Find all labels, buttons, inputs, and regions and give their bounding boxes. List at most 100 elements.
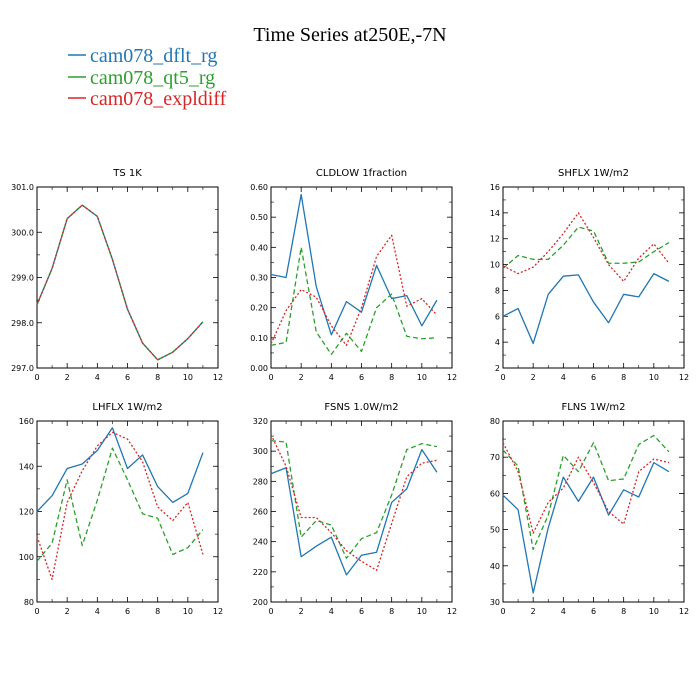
plot-frame — [36, 186, 219, 369]
x-tick-label: 12 — [447, 607, 457, 616]
legend-item: cam078_dflt_rg — [68, 45, 217, 67]
y-tick-label: 160 — [19, 417, 34, 426]
legend-label: cam078_expldiff — [90, 88, 227, 110]
x-tick-label: 12 — [679, 373, 689, 382]
x-tick-label: 8 — [389, 373, 394, 382]
x-tick-label: 6 — [359, 373, 364, 382]
x-tick-label: 6 — [359, 607, 364, 616]
y-tick-label: 240 — [253, 538, 268, 547]
y-tick-label: 299.0 — [11, 274, 34, 283]
panel-title: TS 1K — [112, 168, 142, 179]
y-tick-label: 0.00 — [250, 364, 268, 373]
series-line-cam078_expldiff — [502, 212, 670, 283]
plot-frame — [502, 186, 685, 369]
x-tick-label: 6 — [125, 607, 130, 616]
panel-title: LHFLX 1W/m2 — [92, 402, 162, 413]
x-tick-label: 0 — [268, 607, 273, 616]
y-tick-label: 2 — [495, 364, 500, 373]
panel-title: FSNS 1.0W/m2 — [324, 402, 398, 413]
y-tick-label: 0.50 — [250, 213, 268, 222]
y-tick-label: 60 — [490, 489, 500, 498]
series-line-cam078_expldiff — [502, 442, 670, 534]
series-line-cam078_expldiff — [270, 234, 438, 347]
panel-title: FLNS 1W/m2 — [561, 402, 625, 413]
legend: cam078_dflt_rg cam078_qt5_rg cam078_expl… — [68, 45, 227, 110]
x-tick-label: 12 — [447, 373, 457, 382]
x-tick-label: 12 — [213, 607, 223, 616]
y-tick-label: 280 — [253, 477, 268, 486]
x-tick-label: 0 — [500, 373, 505, 382]
series-line-cam078_expldiff — [270, 434, 438, 571]
x-tick-label: 4 — [329, 607, 334, 616]
plot-frame — [270, 420, 453, 603]
y-tick-label: 140 — [19, 462, 34, 471]
x-tick-label: 10 — [183, 373, 193, 382]
y-tick-label: 4 — [495, 338, 500, 347]
x-tick-label: 12 — [679, 607, 689, 616]
x-tick-label: 10 — [417, 607, 427, 616]
x-tick-label: 6 — [125, 373, 130, 382]
y-tick-label: 0.30 — [250, 274, 268, 283]
x-tick-label: 2 — [65, 373, 70, 382]
y-tick-label: 50 — [490, 526, 500, 535]
legend-label: cam078_qt5_rg — [90, 67, 215, 89]
y-tick-label: 320 — [253, 417, 268, 426]
x-tick-label: 4 — [561, 607, 566, 616]
x-tick-label: 4 — [95, 607, 100, 616]
figure-title: Time Series at250E,-7N — [253, 24, 446, 46]
x-tick-label: 2 — [299, 607, 304, 616]
y-tick-label: 260 — [253, 508, 268, 517]
y-tick-label: 70 — [490, 453, 500, 462]
y-tick-label: 80 — [490, 417, 500, 426]
y-tick-label: 10 — [490, 261, 500, 270]
x-tick-label: 8 — [621, 607, 626, 616]
chart-panel: LHFLX 1W/m2 0 2 4 6 8 10 12 80 100 120 140 160 — [19, 402, 223, 616]
x-tick-label: 6 — [591, 607, 596, 616]
y-tick-label: 100 — [19, 553, 34, 562]
y-tick-label: 80 — [24, 598, 34, 607]
series-line-cam078_qt5_rg — [270, 246, 437, 356]
x-tick-label: 10 — [649, 607, 659, 616]
y-tick-label: 0.10 — [250, 334, 268, 343]
y-tick-label: 0.60 — [250, 183, 268, 192]
panels: TS 1K0 2 4 6 8 10 12297.0298.0299.0300.0301.0C… — [11, 168, 689, 616]
y-tick-label: 6 — [495, 312, 500, 321]
y-tick-label: 12 — [490, 235, 500, 244]
x-tick-label: 2 — [65, 607, 70, 616]
chart-panel: CLDLOW 1fraction 0 2 4 6 8 10 12 0.00 0.10 0.20 0.3… — [250, 168, 457, 382]
series-line-cam078_dflt_rg — [502, 272, 670, 345]
x-tick-label: 2 — [531, 607, 536, 616]
y-tick-label: 40 — [490, 562, 500, 571]
y-tick-label: 200 — [253, 598, 268, 607]
y-tick-label: 14 — [490, 209, 500, 218]
x-tick-label: 0 — [268, 373, 273, 382]
y-tick-label: 300.0 — [11, 228, 34, 237]
chart-panel: FSNS 1.0W/m2 0 2 4 6 8 10 12 200 220 240 260 280 300 3… — [253, 402, 457, 616]
y-tick-label: 8 — [495, 286, 500, 295]
x-tick-label: 8 — [621, 373, 626, 382]
x-tick-label: 8 — [389, 607, 394, 616]
chart-panel: TS 1K 0 2 4 6 8 10 12 297.0 298.0 299.0 300.0 301.0 — [11, 168, 223, 382]
y-tick-label: 0.40 — [250, 243, 268, 252]
y-tick-label: 30 — [490, 598, 500, 607]
y-tick-label: 16 — [490, 183, 500, 192]
x-tick-label: 0 — [500, 607, 505, 616]
x-tick-label: 10 — [417, 373, 427, 382]
x-tick-label: 8 — [155, 607, 160, 616]
y-tick-label: 297.0 — [11, 364, 34, 373]
x-tick-label: 4 — [95, 373, 100, 382]
x-tick-label: 0 — [34, 607, 39, 616]
series-line-cam078_qt5_rg — [502, 434, 670, 551]
y-tick-label: 298.0 — [11, 319, 34, 328]
series-line-cam078_dflt_rg — [270, 449, 438, 576]
y-tick-label: 301.0 — [11, 183, 34, 192]
panel-title: SHFLX 1W/m2 — [558, 168, 629, 179]
y-tick-label: 300 — [253, 447, 268, 456]
y-tick-label: 0.20 — [250, 304, 268, 313]
legend-item: cam078_qt5_rg — [68, 67, 215, 89]
series-line-cam078_expldiff — [36, 431, 204, 581]
series-line-cam078_qt5_rg — [502, 226, 670, 269]
series-line-cam078_expldiff — [36, 204, 204, 361]
chart-panel: FLNS 1W/m2 0 2 4 6 8 10 12 30 40 50 60 70 80 — [490, 402, 689, 616]
